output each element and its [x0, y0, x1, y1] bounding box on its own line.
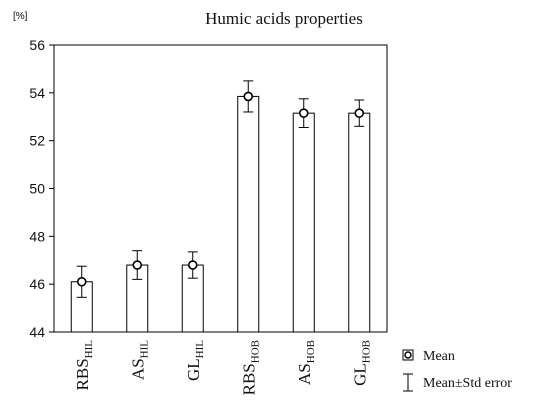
mean-marker [298, 108, 309, 118]
mean-marker [243, 91, 254, 102]
legend-mean-marker [404, 351, 412, 359]
x-tick-label-base: RBS [239, 363, 258, 395]
y-axis: 44 46 48 50 52 54 56 [29, 37, 54, 340]
bar [237, 95, 260, 333]
y-tick-label: 46 [29, 276, 45, 292]
svg-text:GLHOB: GLHOB [350, 340, 372, 386]
y-tick-label: 54 [29, 85, 45, 101]
x-tick-label-subscript: HIL [83, 340, 95, 359]
y-tick-label: 56 [29, 37, 45, 53]
mean-marker [354, 108, 365, 118]
x-tick-label-subscript: HOB [305, 340, 317, 363]
x-tick-label-subscript: HIL [194, 340, 206, 359]
chart-title: Humic acids properties [205, 9, 363, 28]
bars [70, 80, 371, 333]
legend: Mean Mean±Std error [402, 349, 512, 392]
svg-text:ASHOB: ASHOB [295, 340, 317, 385]
y-tick-label: 52 [29, 133, 45, 149]
x-tick-label: ASHOB [295, 340, 317, 385]
bar [348, 112, 371, 333]
x-tick-label: GLHOB [350, 340, 372, 386]
y-tick-label: 44 [29, 324, 45, 340]
svg-text:RBSHOB: RBSHOB [239, 340, 261, 395]
x-tick-label-base: AS [128, 358, 147, 380]
x-tick-label-base: GL [350, 363, 369, 386]
legend-mean-label: Mean [423, 349, 455, 364]
bar [292, 112, 315, 333]
x-tick-label-subscript: HOB [249, 340, 261, 363]
plot-area [53, 44, 388, 333]
legend-std-label: Mean±Std error [423, 376, 512, 391]
x-tick-label-subscript: HOB [360, 340, 372, 363]
x-tick-label: ASHIL [128, 340, 150, 380]
x-tick-label-base: AS [295, 363, 314, 385]
x-tick-label-subscript: HIL [138, 340, 150, 359]
y-tick-label: 48 [29, 228, 45, 244]
legend-mean-box [402, 349, 414, 361]
mean-marker [187, 260, 198, 270]
x-tick-label-base: RBS [73, 358, 92, 390]
y-axis-label: [%] [13, 11, 28, 22]
mean-marker [76, 276, 87, 287]
x-tick-label: GLHIL [184, 340, 206, 381]
svg-text:RBSHIL: RBSHIL [73, 340, 95, 391]
y-tick-label: 50 [29, 181, 45, 197]
x-tick-label: RBSHOB [239, 340, 261, 395]
svg-text:GLHIL: GLHIL [184, 340, 206, 381]
x-tick-label-base: GL [184, 358, 203, 381]
mean-marker [132, 260, 143, 270]
x-tick-label: RBSHIL [73, 340, 95, 391]
svg-text:ASHIL: ASHIL [128, 340, 150, 380]
